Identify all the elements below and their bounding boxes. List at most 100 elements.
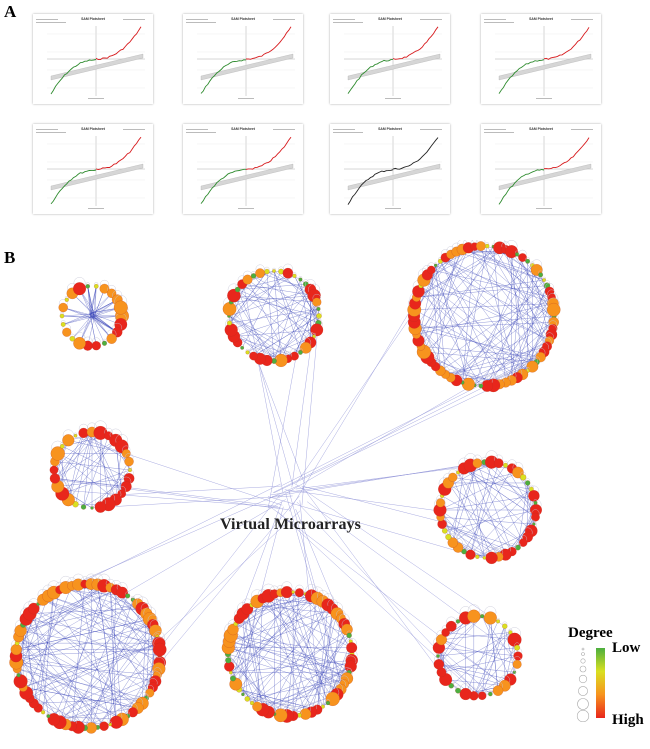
plot-confidence-band — [200, 163, 294, 191]
cluster-edge — [92, 316, 105, 344]
network-node — [512, 659, 522, 669]
cluster-edge — [262, 598, 338, 695]
cluster-edge — [16, 624, 153, 663]
cluster-edge — [78, 624, 154, 728]
legend-title: Degree — [568, 625, 613, 641]
network-node — [234, 286, 241, 293]
network-node — [227, 320, 232, 326]
cluster-edge — [233, 295, 317, 303]
network-node — [113, 300, 128, 315]
cluster-edge — [484, 462, 524, 543]
network-node — [227, 288, 241, 303]
network-node — [441, 628, 450, 637]
cluster-edge — [227, 653, 281, 716]
cluster-edge — [463, 468, 536, 504]
sam-plot-title: SAM Plotsheet — [231, 127, 255, 131]
plot-header-text — [36, 129, 58, 130]
cluster-edge — [229, 273, 289, 324]
cluster-edge — [63, 315, 92, 325]
network-node — [467, 609, 481, 623]
cluster-edge — [54, 431, 93, 479]
network-node — [547, 303, 561, 317]
network-node — [64, 297, 69, 302]
sam-plot-title: SAM Plotsheet — [231, 17, 255, 21]
plot-confidence-band — [50, 53, 144, 81]
sam-plot-2-svg — [186, 19, 295, 99]
cluster-edge — [71, 595, 128, 727]
cluster-edge — [481, 616, 511, 680]
virtual-microarrays-label: Virtual Microarrays — [220, 516, 361, 533]
network-node — [102, 340, 107, 346]
network-node — [538, 272, 543, 278]
network-node — [433, 263, 438, 268]
cross-cluster-edges — [15, 252, 550, 728]
cluster-edge — [68, 440, 127, 454]
network-node — [224, 323, 238, 337]
cluster-edge — [63, 313, 90, 325]
cluster-edge — [322, 609, 333, 707]
plot-positive-curve — [392, 137, 439, 170]
cross-edge — [267, 354, 297, 509]
cluster-edge — [268, 666, 351, 713]
network-node — [528, 490, 540, 502]
cluster-edge — [253, 315, 320, 357]
legend-color-bar — [596, 648, 605, 718]
network-node — [108, 722, 112, 727]
plot-header-text — [420, 19, 442, 20]
cluster-edge — [286, 592, 300, 716]
sam-plot-3: SAM Plotsheet — [330, 14, 450, 104]
legend-size-circle — [578, 674, 588, 684]
cluster-edge — [15, 655, 123, 720]
cluster-edge — [71, 585, 156, 682]
cluster-edge — [452, 488, 532, 543]
plot-negative-curve — [498, 169, 545, 205]
cluster-edge — [227, 613, 338, 655]
cluster-edge — [445, 346, 548, 375]
cluster-edge — [300, 279, 311, 343]
plot-negative-curve — [200, 168, 246, 204]
plot-negative-curve — [347, 58, 394, 94]
network-node — [316, 313, 322, 319]
network-node — [282, 267, 294, 279]
cross-edge — [97, 494, 281, 728]
network-node — [80, 504, 87, 510]
cluster-edge — [463, 468, 532, 531]
plot-header-text — [123, 19, 145, 20]
cross-edge — [294, 483, 506, 627]
cluster-edge — [416, 249, 506, 298]
network-node — [478, 691, 487, 700]
cluster-edge — [442, 495, 524, 543]
cluster-edge — [63, 316, 93, 325]
network-node — [502, 623, 508, 629]
cluster-edge — [57, 478, 130, 487]
cluster-edge — [146, 619, 151, 699]
legend-size-circle — [576, 709, 590, 722]
plot-positive-curve — [95, 26, 142, 61]
cluster-edge — [470, 489, 532, 555]
cluster-edge — [444, 472, 518, 490]
network-node — [245, 350, 250, 355]
network-node — [312, 297, 322, 307]
cross-edge — [66, 485, 299, 588]
cluster-edge — [91, 431, 116, 500]
cluster-edge — [420, 285, 482, 387]
cluster-edge — [490, 617, 499, 691]
sam-plot-2: SAM Plotsheet — [183, 14, 303, 104]
plot-confidence-band — [347, 163, 441, 191]
network-node — [316, 307, 321, 311]
cluster-edge — [435, 285, 548, 367]
cross-edge — [120, 485, 282, 495]
network-node — [116, 586, 128, 599]
cluster-edge — [63, 307, 91, 319]
sam-plot-title: SAM Plotsheet — [81, 17, 105, 21]
cluster-edge — [48, 595, 156, 631]
network-node — [472, 458, 483, 468]
clusters — [9, 240, 561, 734]
cross-edge — [268, 505, 505, 686]
cluster-edge — [83, 431, 93, 508]
cluster-edge — [18, 636, 85, 729]
cluster-edge — [90, 293, 112, 315]
cluster-edge — [441, 632, 511, 640]
cluster-edge — [61, 315, 92, 319]
network-node — [300, 342, 312, 354]
